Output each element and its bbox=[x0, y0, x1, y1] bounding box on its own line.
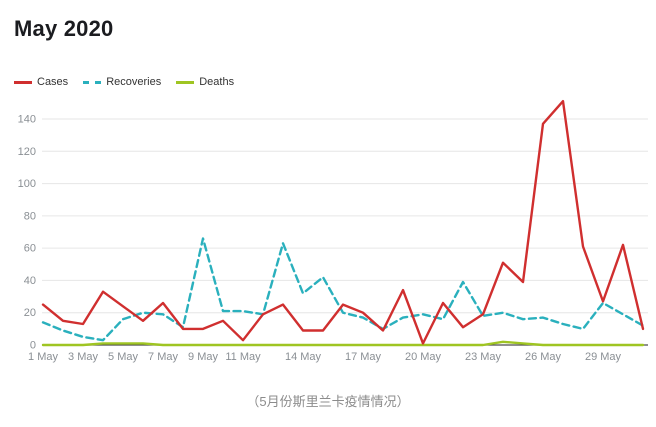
x-tick-label: 23 May bbox=[465, 351, 502, 363]
series-line-cases bbox=[41, 99, 645, 345]
legend-swatch-recoveries bbox=[83, 80, 102, 84]
series-line-recoveries bbox=[41, 237, 645, 342]
x-tick-label: 11 May bbox=[225, 351, 261, 363]
chart-title: May 2020 bbox=[14, 16, 114, 41]
chart-legend: Cases Recoveries Deaths bbox=[14, 76, 234, 88]
y-tick-label: 0 bbox=[30, 340, 36, 352]
x-tick-label: 29 May bbox=[585, 351, 622, 363]
y-tick-label: 20 bbox=[24, 307, 36, 319]
legend-swatch-deaths bbox=[176, 80, 195, 84]
chart-caption: （5月份斯里兰卡疫情情况） bbox=[246, 394, 410, 409]
legend-item-cases[interactable]: Cases bbox=[14, 76, 68, 88]
legend-item-deaths[interactable]: Deaths bbox=[176, 76, 234, 88]
x-tick-label: 17 May bbox=[345, 351, 382, 363]
x-tick-label: 7 May bbox=[148, 351, 178, 363]
legend-label: Cases bbox=[37, 76, 69, 88]
x-tick-label: 9 May bbox=[188, 351, 218, 363]
y-tick-label: 100 bbox=[18, 178, 36, 190]
x-tick-label: 5 May bbox=[108, 351, 138, 363]
x-tick-label: 20 May bbox=[405, 351, 442, 363]
series-line-deaths bbox=[41, 340, 645, 347]
y-tick-label: 80 bbox=[24, 210, 36, 222]
y-tick-label: 140 bbox=[18, 114, 36, 126]
legend-swatch-cases bbox=[14, 80, 32, 84]
legend-label: Deaths bbox=[199, 76, 235, 88]
y-tick-label: 120 bbox=[18, 146, 36, 158]
legend-label: Recoveries bbox=[106, 76, 162, 88]
x-tick-label: 3 May bbox=[68, 351, 98, 363]
x-tick-label: 1 May bbox=[28, 351, 58, 363]
x-tick-label: 26 May bbox=[525, 351, 562, 363]
y-tick-label: 40 bbox=[24, 275, 36, 287]
x-tick-label: 14 May bbox=[285, 351, 322, 363]
legend-item-recoveries[interactable]: Recoveries bbox=[83, 76, 161, 88]
y-tick-label: 60 bbox=[24, 243, 36, 255]
